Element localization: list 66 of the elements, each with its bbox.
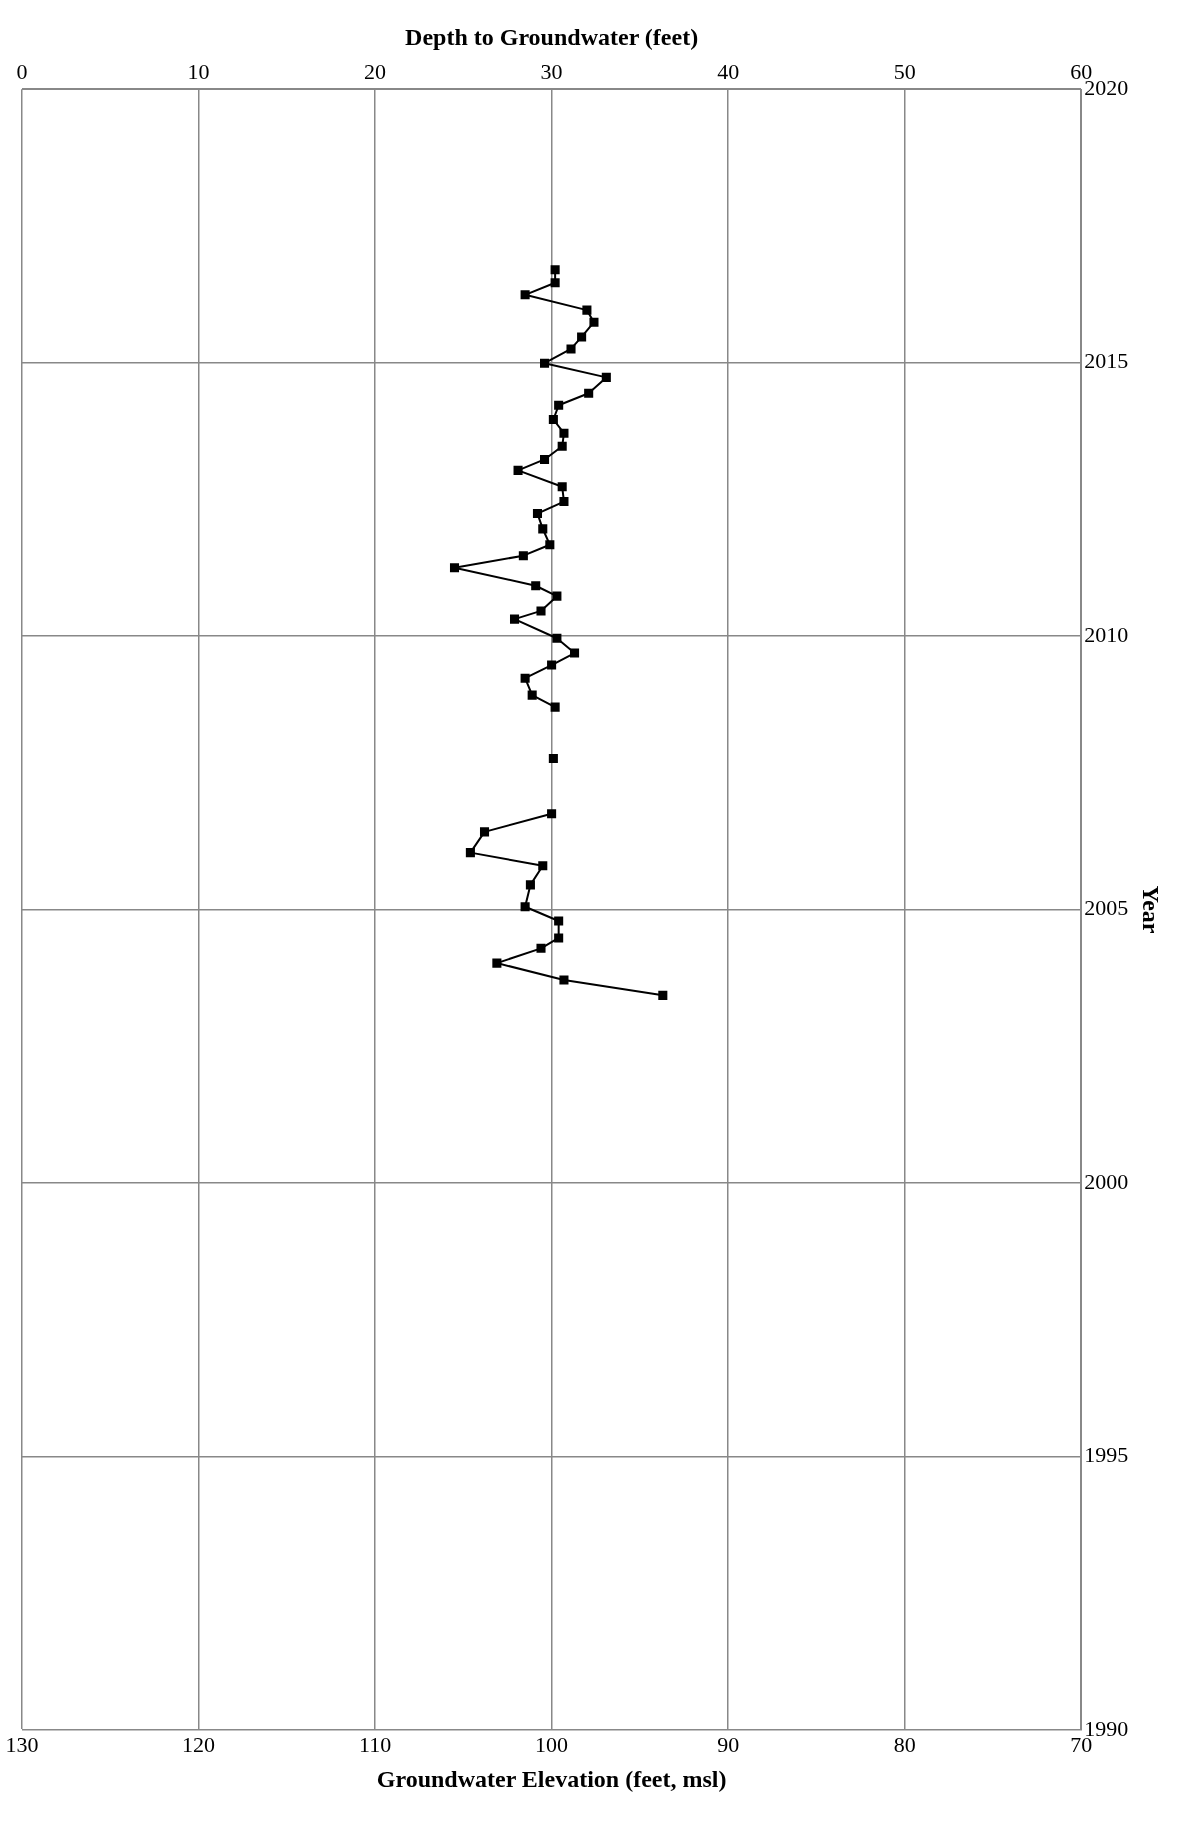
point — [540, 454, 550, 464]
point — [479, 827, 490, 837]
x2-tick-label: 40 — [717, 58, 740, 84]
point — [589, 317, 599, 327]
point — [557, 441, 567, 451]
point — [552, 591, 562, 601]
point — [536, 606, 546, 616]
point — [531, 581, 541, 591]
x-tick-label: 130 — [5, 1731, 39, 1757]
point — [550, 265, 560, 275]
point — [538, 861, 548, 871]
point — [559, 428, 569, 438]
point — [527, 690, 537, 700]
point — [582, 305, 592, 315]
x-tick-label: 110 — [358, 1731, 392, 1757]
x2-axis-title: Depth to Groundwater (feet) — [405, 23, 699, 50]
point — [518, 551, 528, 561]
x2-tick-label: 30 — [540, 58, 563, 84]
point — [552, 633, 562, 643]
x-tick-label: 90 — [717, 1731, 740, 1757]
y-tick-label: 2005 — [1084, 895, 1129, 921]
x-tick-label: 100 — [535, 1731, 569, 1757]
point — [548, 414, 558, 425]
point — [550, 278, 560, 288]
point — [520, 290, 530, 300]
point — [554, 933, 564, 943]
point — [492, 958, 502, 968]
point — [520, 902, 530, 912]
point — [559, 975, 569, 985]
point — [545, 540, 555, 550]
point — [577, 332, 587, 342]
point — [547, 660, 557, 670]
point — [559, 497, 569, 507]
point — [532, 509, 543, 519]
point — [584, 388, 594, 398]
point — [525, 880, 535, 890]
y-tick-label: 1995 — [1084, 1442, 1129, 1468]
point — [554, 916, 564, 926]
y-tick-label: 2010 — [1084, 621, 1129, 647]
point — [540, 358, 550, 368]
y-tick-label: 2015 — [1084, 348, 1129, 374]
point — [465, 848, 475, 858]
point — [550, 702, 560, 712]
y-axis-title: Year — [1138, 885, 1165, 934]
point — [570, 648, 580, 658]
point — [513, 465, 523, 475]
x2-tick-label: 20 — [364, 58, 387, 84]
point — [554, 400, 564, 410]
point — [548, 754, 558, 764]
point — [566, 344, 576, 354]
point — [509, 614, 520, 624]
x2-tick-label: 50 — [893, 58, 916, 84]
point — [658, 990, 668, 1000]
point — [449, 563, 460, 573]
point — [520, 673, 530, 683]
point — [601, 372, 611, 382]
x2-tick-label: 0 — [16, 58, 28, 84]
y-tick-label: 2000 — [1084, 1168, 1129, 1194]
x2-tick-label: 10 — [187, 58, 210, 84]
x-tick-label: 80 — [893, 1731, 916, 1757]
x-axis-title: Groundwater Elevation (feet, msl) — [376, 1765, 727, 1792]
point — [536, 943, 546, 953]
point — [538, 524, 548, 534]
x-tick-label: 120 — [182, 1731, 216, 1757]
point — [557, 482, 567, 492]
point — [547, 809, 557, 819]
